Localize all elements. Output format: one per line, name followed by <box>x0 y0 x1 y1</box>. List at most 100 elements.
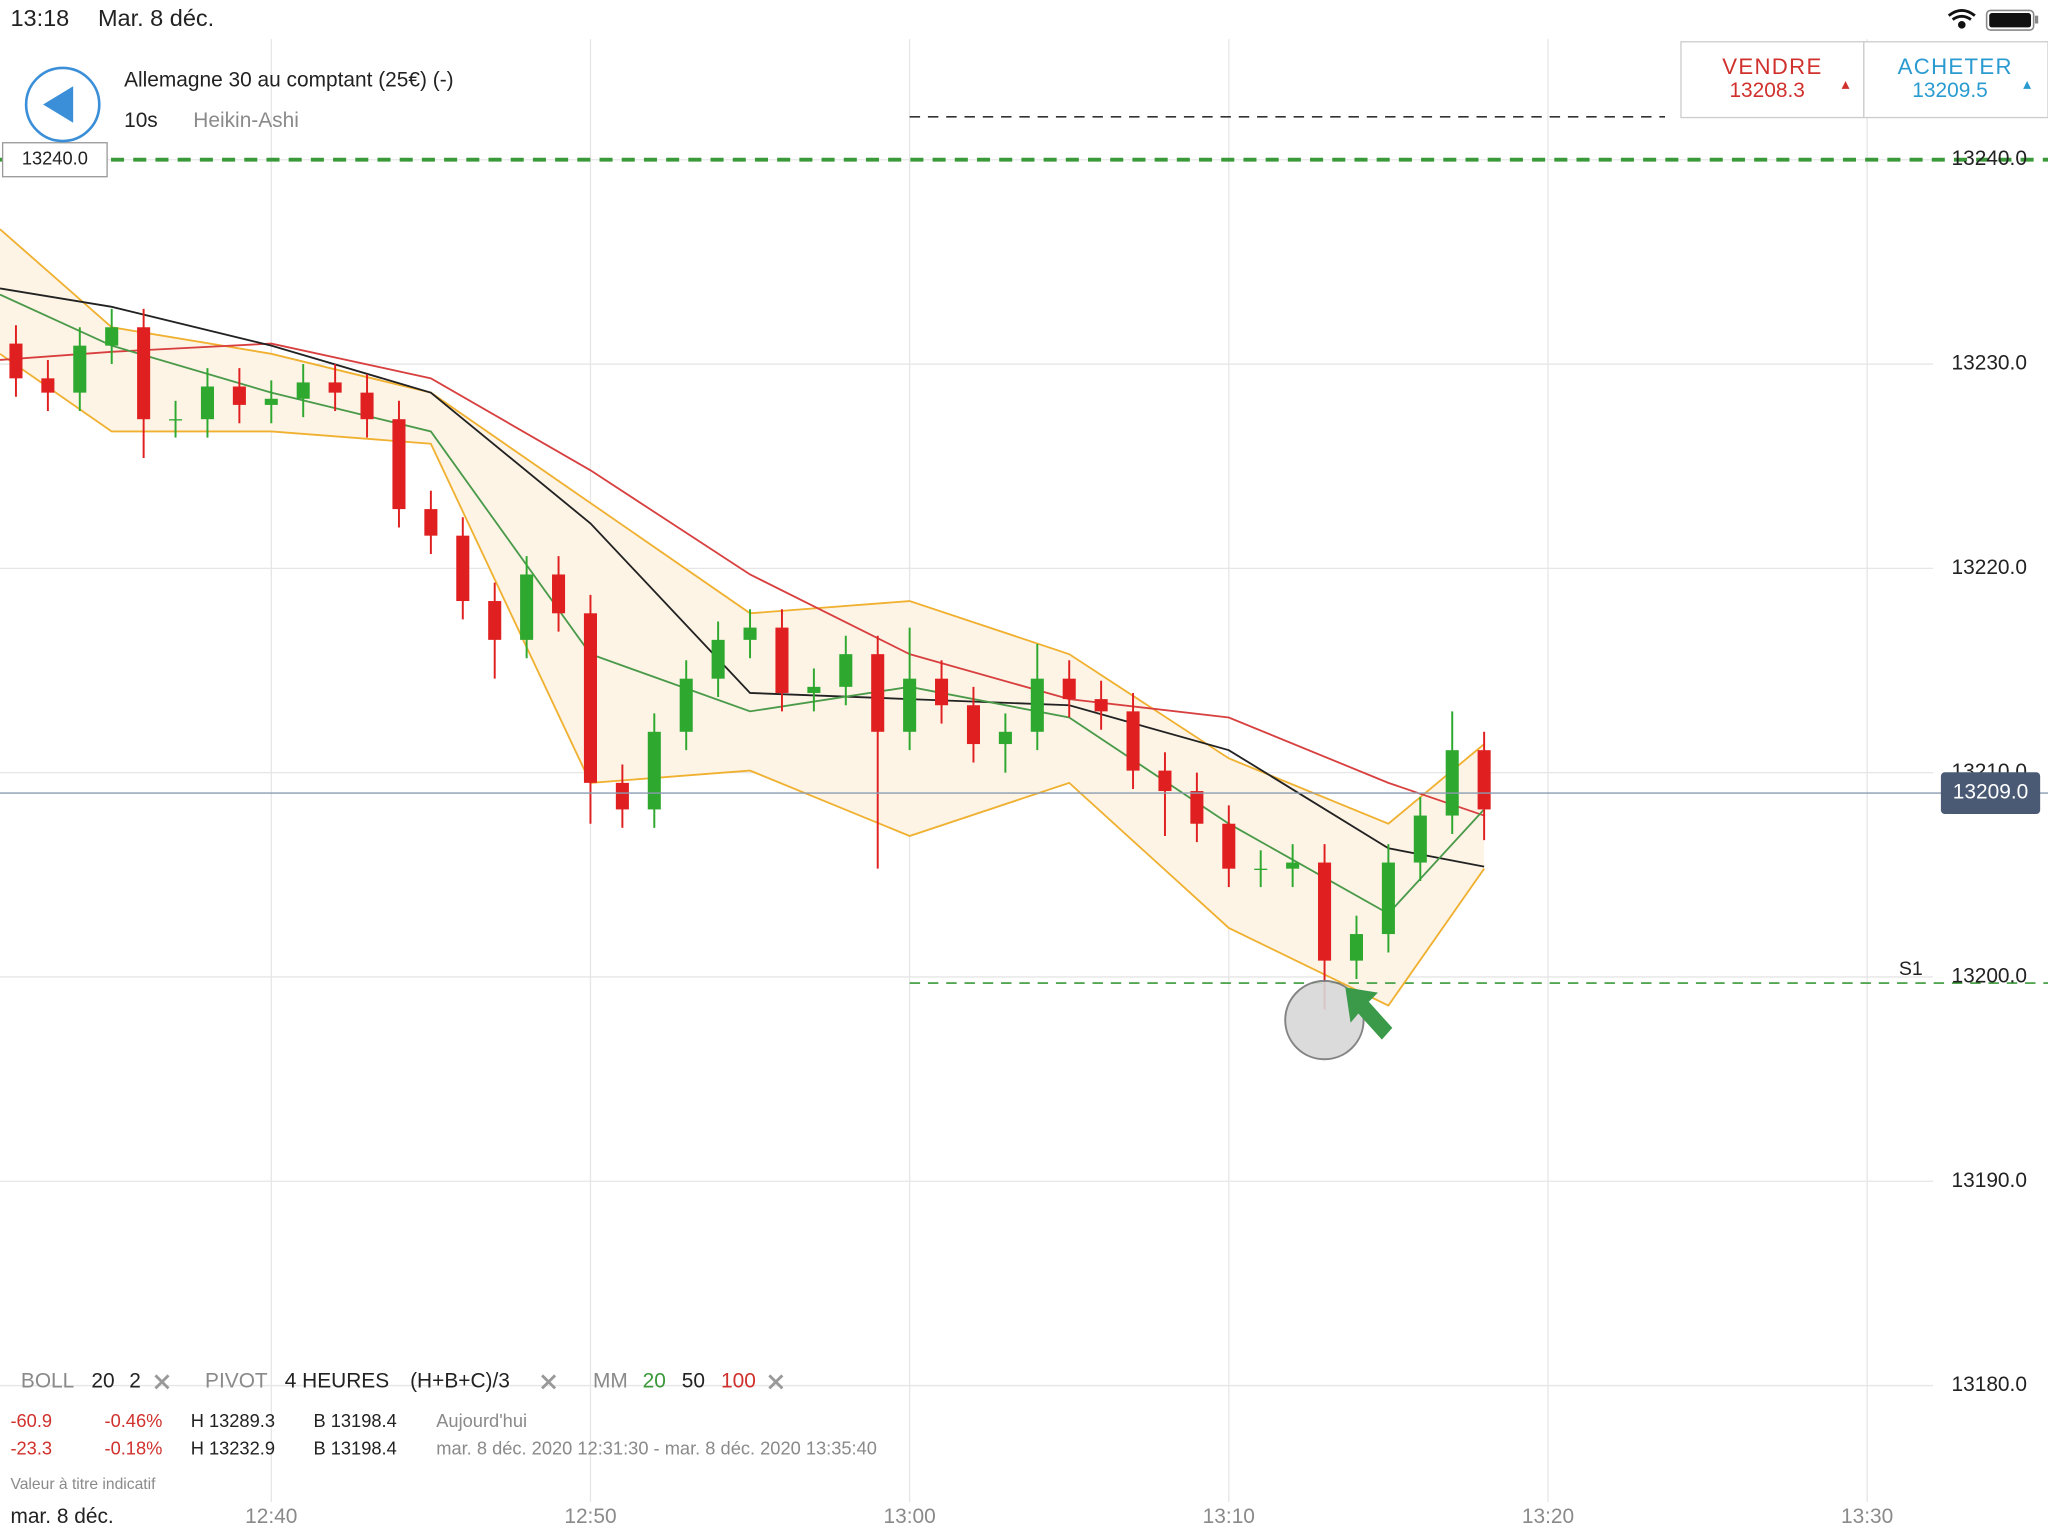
candle-body <box>488 601 502 640</box>
x-tick-label: 13:00 <box>884 1505 936 1528</box>
candle-body <box>137 327 151 420</box>
remove-pivot[interactable] <box>541 1374 557 1390</box>
pivot-period: 4 HEURES <box>285 1369 389 1392</box>
stat: -23.3 <box>10 1438 52 1459</box>
sell-price: 13208.3 <box>1729 79 1804 102</box>
candle-body <box>1381 862 1395 935</box>
candle-body <box>1190 791 1204 824</box>
candle-body <box>711 639 725 679</box>
tap-indicator <box>1284 979 1393 1061</box>
y-tick-label: 13220.0 <box>1951 556 2026 579</box>
x-tick-label: 12:40 <box>245 1505 297 1528</box>
mm-period: 50 <box>682 1369 705 1392</box>
y-tick-label: 13230.0 <box>1951 352 2026 375</box>
buy-price: 13209.5 <box>1912 79 1987 102</box>
candle-body <box>1318 862 1332 961</box>
stat: -0.46% <box>104 1410 162 1431</box>
mm-period: 20 <box>643 1369 666 1392</box>
candle-body <box>1286 862 1300 869</box>
x-tick-label: 13:20 <box>1522 1505 1574 1528</box>
candle-body <box>807 686 821 693</box>
candle-body <box>966 705 980 745</box>
grid <box>0 39 1934 1503</box>
candle-body <box>360 392 374 420</box>
candle-body <box>871 654 885 732</box>
candle-body <box>1222 823 1236 869</box>
y-tick-label: 13240.0 <box>1951 147 2026 170</box>
candle-body <box>1030 678 1044 732</box>
mm-label: MM <box>593 1369 628 1392</box>
disclaimer: Valeur à titre indicatif <box>10 1476 156 1493</box>
date-box <box>0 1502 131 1536</box>
boll-label: BOLL <box>21 1369 74 1392</box>
candle-body <box>1413 815 1427 863</box>
pivot-formula: (H+B+C)/3 <box>410 1369 510 1392</box>
stat: mar. 8 déc. 2020 12:31:30 - mar. 8 déc. … <box>436 1438 877 1459</box>
indicator-strip: BOLL 20 2 PIVOT 4 HEURES (H+B+C)/3 MM 20… <box>21 1369 784 1392</box>
remove-boll[interactable] <box>154 1374 170 1390</box>
candle-body <box>1158 770 1172 792</box>
remove-mm[interactable] <box>768 1374 784 1390</box>
sell-label: VENDRE <box>1722 54 1822 79</box>
stat: B 13198.4 <box>313 1410 396 1431</box>
candle-body <box>743 627 757 640</box>
candle-body <box>264 398 278 405</box>
clock: 13:18 <box>10 5 69 31</box>
candle-body <box>41 378 55 393</box>
candle-body <box>1254 868 1268 870</box>
wifi-icon <box>1947 9 1976 29</box>
instrument-title: Allemagne 30 au comptant (25€) (-) <box>124 68 454 91</box>
stat: H 13232.9 <box>191 1438 275 1459</box>
candle-body <box>839 654 853 687</box>
back-button[interactable] <box>24 66 101 143</box>
chart-style: Heikin-Ashi <box>193 109 299 132</box>
candle-body <box>9 343 23 379</box>
band-fill <box>0 229 1485 1006</box>
candle-body <box>615 782 629 810</box>
y-tick-label: 13190.0 <box>1951 1169 2026 1192</box>
x-date-label: mar. 8 déc. <box>10 1505 113 1528</box>
buy-label: ACHETER <box>1898 54 2013 79</box>
candle-body <box>903 678 917 732</box>
candle-body <box>1477 750 1491 810</box>
plot: 13240.0 S1 <box>0 116 2048 1010</box>
stat: B 13198.4 <box>313 1438 396 1459</box>
candle-body <box>328 382 342 393</box>
interval: 10s <box>124 109 158 132</box>
candle-body <box>520 574 534 640</box>
y-tick-label: 13180.0 <box>1951 1373 2026 1396</box>
stat: H 13289.3 <box>191 1410 275 1431</box>
date: Mar. 8 déc. <box>98 5 214 31</box>
candle-body <box>169 419 183 421</box>
candle-body <box>647 731 661 810</box>
x-tick-label: 12:50 <box>564 1505 616 1528</box>
x-tick-label: 13:30 <box>1841 1505 1893 1528</box>
pivot-label: PIVOT <box>205 1369 268 1392</box>
candle-body <box>552 574 566 614</box>
buy-button[interactable]: ACHETER 13209.5 <box>1863 41 2048 119</box>
candle-body <box>1126 711 1140 771</box>
battery-icon <box>1985 9 2039 31</box>
candle-body <box>296 382 310 399</box>
candle-body <box>1349 934 1363 961</box>
last-price-box <box>1940 772 2041 814</box>
candle-body <box>232 386 246 405</box>
level-label-box <box>1 142 108 178</box>
sell-button[interactable]: VENDRE 13208.3 <box>1680 41 1865 119</box>
last-price-label: 13209.0 <box>1953 781 2028 804</box>
y-tick-label: 13200.0 <box>1951 964 2026 987</box>
candle-body <box>200 386 214 420</box>
candle-body <box>1445 750 1459 816</box>
stat: -0.18% <box>104 1438 162 1459</box>
mm-period: 100 <box>721 1369 756 1392</box>
x-tick-label: 13:10 <box>1203 1505 1255 1528</box>
level-label: S1 <box>1899 958 1923 980</box>
candle-body <box>1094 699 1108 712</box>
boll-dev: 2 <box>129 1369 141 1392</box>
boll-period: 20 <box>91 1369 114 1392</box>
candle-body <box>935 678 949 706</box>
candle-body <box>998 731 1012 745</box>
level-label: 13240.0 <box>22 148 88 169</box>
